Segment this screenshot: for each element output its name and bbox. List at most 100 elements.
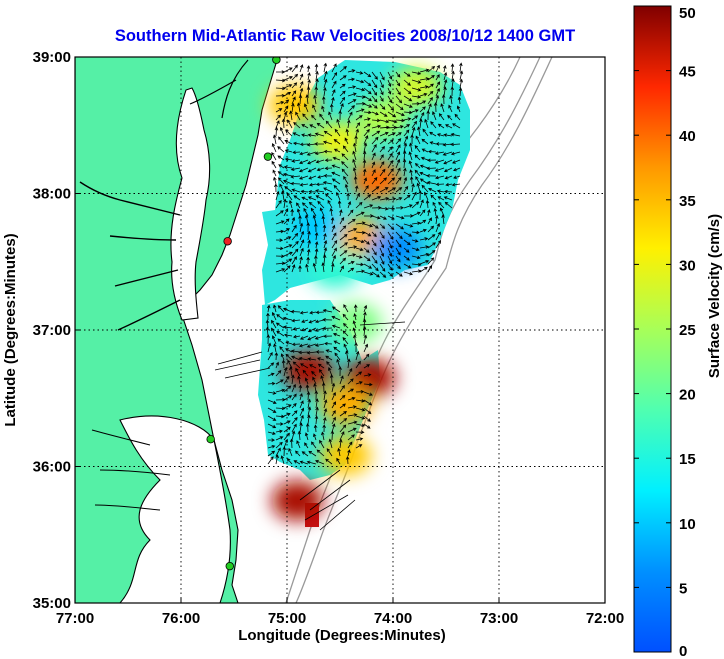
velocity-vector	[283, 412, 291, 417]
velocity-vector	[330, 216, 335, 225]
velocity-vector	[275, 210, 284, 217]
velocity-vector	[435, 231, 441, 241]
velocity-vector	[371, 143, 377, 153]
velocity-vector	[449, 94, 453, 105]
velocity-vector	[379, 119, 390, 124]
velocity-vector	[308, 182, 317, 187]
velocity-vector	[395, 118, 406, 123]
velocity-vector	[395, 111, 405, 117]
velocity-vector	[403, 223, 414, 228]
velocity-vector	[352, 167, 357, 177]
velocity-vector	[342, 145, 349, 153]
velocity-vector	[363, 255, 371, 262]
velocity-vector	[371, 95, 378, 103]
velocity-vector	[443, 189, 453, 194]
velocity-vector	[282, 172, 293, 177]
velocity-hotspot	[351, 159, 404, 200]
velocity-vector	[334, 128, 341, 137]
velocity-vector	[337, 200, 342, 209]
velocity-vector	[458, 87, 463, 97]
velocity-vector	[323, 62, 328, 73]
velocity-vector	[291, 240, 299, 249]
velocity-vector	[278, 136, 285, 145]
velocity-vector	[403, 231, 413, 237]
velocity-vector	[355, 430, 365, 434]
velocity-vector	[453, 175, 461, 179]
velocity-vector	[363, 223, 374, 228]
velocity-vector	[411, 201, 420, 209]
velocity-vector	[274, 126, 279, 137]
velocity-vector	[307, 159, 317, 165]
velocity-vector	[319, 439, 325, 449]
velocity-vector	[343, 343, 349, 353]
velocity-vector	[291, 355, 301, 361]
velocity-vector	[333, 138, 341, 145]
velocity-vector	[411, 120, 417, 129]
velocity-vector	[338, 366, 342, 377]
velocity-vector	[267, 456, 274, 465]
velocity-vector	[435, 182, 445, 187]
velocity-vector	[363, 407, 372, 415]
velocity-vector	[362, 326, 367, 337]
velocity-vector	[419, 178, 429, 185]
velocity-vector	[355, 79, 365, 84]
velocity-vector	[313, 424, 318, 433]
velocity-hotspot	[282, 350, 335, 391]
velocity-vector	[403, 167, 407, 177]
velocity-vector	[355, 230, 366, 235]
velocity-vector	[441, 214, 445, 225]
velocity-vector	[306, 343, 317, 348]
velocity-vector	[419, 77, 430, 81]
velocity-vector	[395, 206, 405, 210]
velocity-vector	[322, 96, 326, 105]
velocity-vector	[371, 124, 382, 129]
velocity-vector	[314, 142, 325, 146]
velocity-vector	[291, 430, 296, 441]
velocity-vector	[323, 130, 333, 137]
velocity-vector	[427, 234, 436, 241]
velocity-vector	[355, 211, 365, 217]
velocity-vector	[291, 102, 295, 113]
velocity-vector	[354, 135, 358, 145]
velocity-vector	[291, 374, 295, 385]
velocity-vector	[277, 338, 285, 345]
velocity-vector	[414, 145, 421, 153]
velocity-vector	[308, 450, 317, 457]
velocity-vector	[355, 415, 366, 420]
velocity-vector	[331, 63, 337, 73]
velocity-vector	[432, 110, 437, 121]
velocity-vector	[266, 304, 271, 313]
velocity-vector	[395, 231, 403, 240]
velocity-vector	[362, 168, 367, 177]
velocity-vector	[409, 142, 413, 153]
velocity-vector	[339, 242, 348, 249]
velocity-vector	[379, 231, 385, 239]
velocity-vector	[299, 64, 304, 73]
x-axis-label: Longitude (Degrees:Minutes)	[238, 627, 446, 644]
velocity-vector	[342, 330, 349, 337]
velocity-vector	[421, 138, 429, 145]
velocity-vector	[331, 401, 337, 409]
velocity-vector	[355, 269, 365, 274]
velocity-vector	[282, 446, 287, 457]
velocity-vector	[411, 95, 422, 99]
velocity-vector	[299, 460, 309, 465]
velocity-vector	[292, 132, 301, 137]
velocity-vector	[306, 256, 310, 265]
velocity-vector	[316, 122, 325, 129]
velocity-vector	[336, 358, 341, 369]
velocity-vector	[363, 87, 372, 95]
velocity-vector	[339, 83, 346, 89]
velocity-vector	[419, 106, 426, 113]
velocity-vector	[299, 142, 309, 147]
velocity-vector	[362, 318, 367, 329]
velocity-vector	[443, 167, 453, 173]
velocity-vector	[322, 309, 333, 313]
velocity-vector	[354, 185, 359, 193]
velocity-vector	[395, 176, 402, 185]
velocity-vector	[427, 90, 434, 97]
velocity-vector	[283, 244, 293, 249]
velocity-vector	[419, 118, 423, 129]
colorbar-label: Surface Velocity (cm/s)	[706, 214, 723, 378]
velocity-vector	[457, 96, 462, 105]
